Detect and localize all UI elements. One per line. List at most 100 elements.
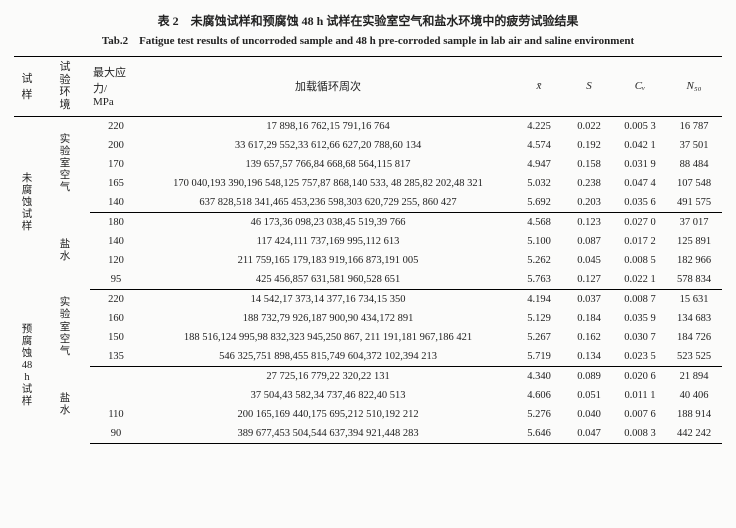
cell-S: 0.022 [564,116,614,136]
cell-N50: 107 548 [666,174,722,193]
table-caption-cn: 表 2 未腐蚀试样和预腐蚀 48 h 试样在实验室空气和盐水环境中的疲劳试验结果 [14,12,722,29]
cell-S: 0.087 [564,232,614,251]
cell-cycles: 37 504,43 582,34 737,46 822,40 513 [142,386,514,405]
cell-Cv: 0.005 3 [614,116,666,136]
cell-Cv: 0.047 4 [614,174,666,193]
cell-N50: 88 484 [666,155,722,174]
cell-cycles: 14 542,17 373,14 377,16 734,15 350 [142,289,514,309]
cell-N50: 578 834 [666,270,722,290]
env-label: 实验室空气 [40,116,90,212]
sample-label: 未腐蚀试样 [14,116,40,289]
cell-N50: 125 891 [666,232,722,251]
cell-S: 0.134 [564,347,614,367]
cell-N50: 40 406 [666,386,722,405]
cell-stress: 180 [90,212,142,232]
cell-Cv: 0.017 2 [614,232,666,251]
cell-Cv: 0.023 5 [614,347,666,367]
cell-Cv: 0.035 9 [614,309,666,328]
cell-Cv: 0.031 9 [614,155,666,174]
cell-xbar: 4.568 [514,212,564,232]
cell-stress: 165 [90,174,142,193]
cell-Cv: 0.008 3 [614,424,666,444]
cell-N50: 491 575 [666,193,722,213]
cell-stress: 140 [90,193,142,213]
env-label: 盐水 [40,366,90,443]
cell-cycles: 27 725,16 779,22 320,22 131 [142,366,514,386]
cell-N50: 442 242 [666,424,722,444]
col-S: S [564,57,614,117]
cell-cycles: 637 828,518 341,465 453,236 598,303 620,… [142,193,514,213]
cell-xbar: 4.947 [514,155,564,174]
cell-stress: 170 [90,155,142,174]
cell-stress: 95 [90,270,142,290]
cell-xbar: 4.340 [514,366,564,386]
cell-xbar: 4.574 [514,136,564,155]
cell-xbar: 5.763 [514,270,564,290]
cell-stress: 220 [90,289,142,309]
cell-cycles: 188 732,79 926,187 900,90 434,172 891 [142,309,514,328]
cell-xbar: 5.276 [514,405,564,424]
cell-stress: 90 [90,424,142,444]
cell-Cv: 0.042 1 [614,136,666,155]
cell-stress: 220 [90,116,142,136]
cell-Cv: 0.035 6 [614,193,666,213]
col-sample: 试样 [14,57,40,117]
col-cycles: 加载循环周次 [142,57,514,117]
cell-stress: 140 [90,232,142,251]
cell-Cv: 0.030 7 [614,328,666,347]
cell-S: 0.123 [564,212,614,232]
cell-cycles: 33 617,29 552,33 612,66 627,20 788,60 13… [142,136,514,155]
cell-S: 0.203 [564,193,614,213]
cell-Cv: 0.007 6 [614,405,666,424]
cell-N50: 37 501 [666,136,722,155]
fatigue-results-table: 试样 试验环境 最大应力/ MPa 加载循环周次 x̄ S Cᵥ N₅₀ 未腐蚀… [14,56,722,444]
cell-S: 0.184 [564,309,614,328]
cell-cycles: 17 898,16 762,15 791,16 764 [142,116,514,136]
cell-cycles: 170 040,193 390,196 548,125 757,87 868,1… [142,174,514,193]
cell-cycles: 46 173,36 098,23 038,45 519,39 766 [142,212,514,232]
cell-xbar: 5.692 [514,193,564,213]
env-label: 盐水 [40,212,90,289]
cell-S: 0.089 [564,366,614,386]
cell-S: 0.047 [564,424,614,444]
cell-xbar: 4.606 [514,386,564,405]
cell-Cv: 0.008 7 [614,289,666,309]
cell-N50: 184 726 [666,328,722,347]
cell-Cv: 0.008 5 [614,251,666,270]
cell-cycles: 139 657,57 766,84 668,68 564,115 817 [142,155,514,174]
col-env: 试验环境 [40,57,90,117]
cell-N50: 21 894 [666,366,722,386]
cell-N50: 15 631 [666,289,722,309]
cell-S: 0.238 [564,174,614,193]
cell-cycles: 546 325,751 898,455 815,749 604,372 102,… [142,347,514,367]
cell-Cv: 0.022 1 [614,270,666,290]
cell-xbar: 4.194 [514,289,564,309]
cell-xbar: 5.719 [514,347,564,367]
cell-stress: 135 [90,347,142,367]
cell-S: 0.051 [564,386,614,405]
cell-cycles: 188 516,124 995,98 832,323 945,250 867, … [142,328,514,347]
cell-xbar: 5.100 [514,232,564,251]
col-N50: N₅₀ [666,57,722,117]
cell-S: 0.040 [564,405,614,424]
cell-xbar: 5.646 [514,424,564,444]
cell-S: 0.162 [564,328,614,347]
col-Cv: Cᵥ [614,57,666,117]
cell-Cv: 0.011 1 [614,386,666,405]
cell-xbar: 5.032 [514,174,564,193]
cell-cycles: 425 456,857 631,581 960,528 651 [142,270,514,290]
cell-stress: 120 [90,251,142,270]
table-body: 未腐蚀试样实验室空气22017 898,16 762,15 791,16 764… [14,116,722,443]
cell-S: 0.127 [564,270,614,290]
cell-S: 0.037 [564,289,614,309]
cell-S: 0.192 [564,136,614,155]
cell-N50: 523 525 [666,347,722,367]
cell-N50: 37 017 [666,212,722,232]
cell-N50: 134 683 [666,309,722,328]
cell-stress [90,366,142,386]
cell-stress: 200 [90,136,142,155]
env-label: 实验室空气 [40,289,90,366]
cell-N50: 188 914 [666,405,722,424]
cell-S: 0.158 [564,155,614,174]
cell-cycles: 389 677,453 504,544 637,394 921,448 283 [142,424,514,444]
